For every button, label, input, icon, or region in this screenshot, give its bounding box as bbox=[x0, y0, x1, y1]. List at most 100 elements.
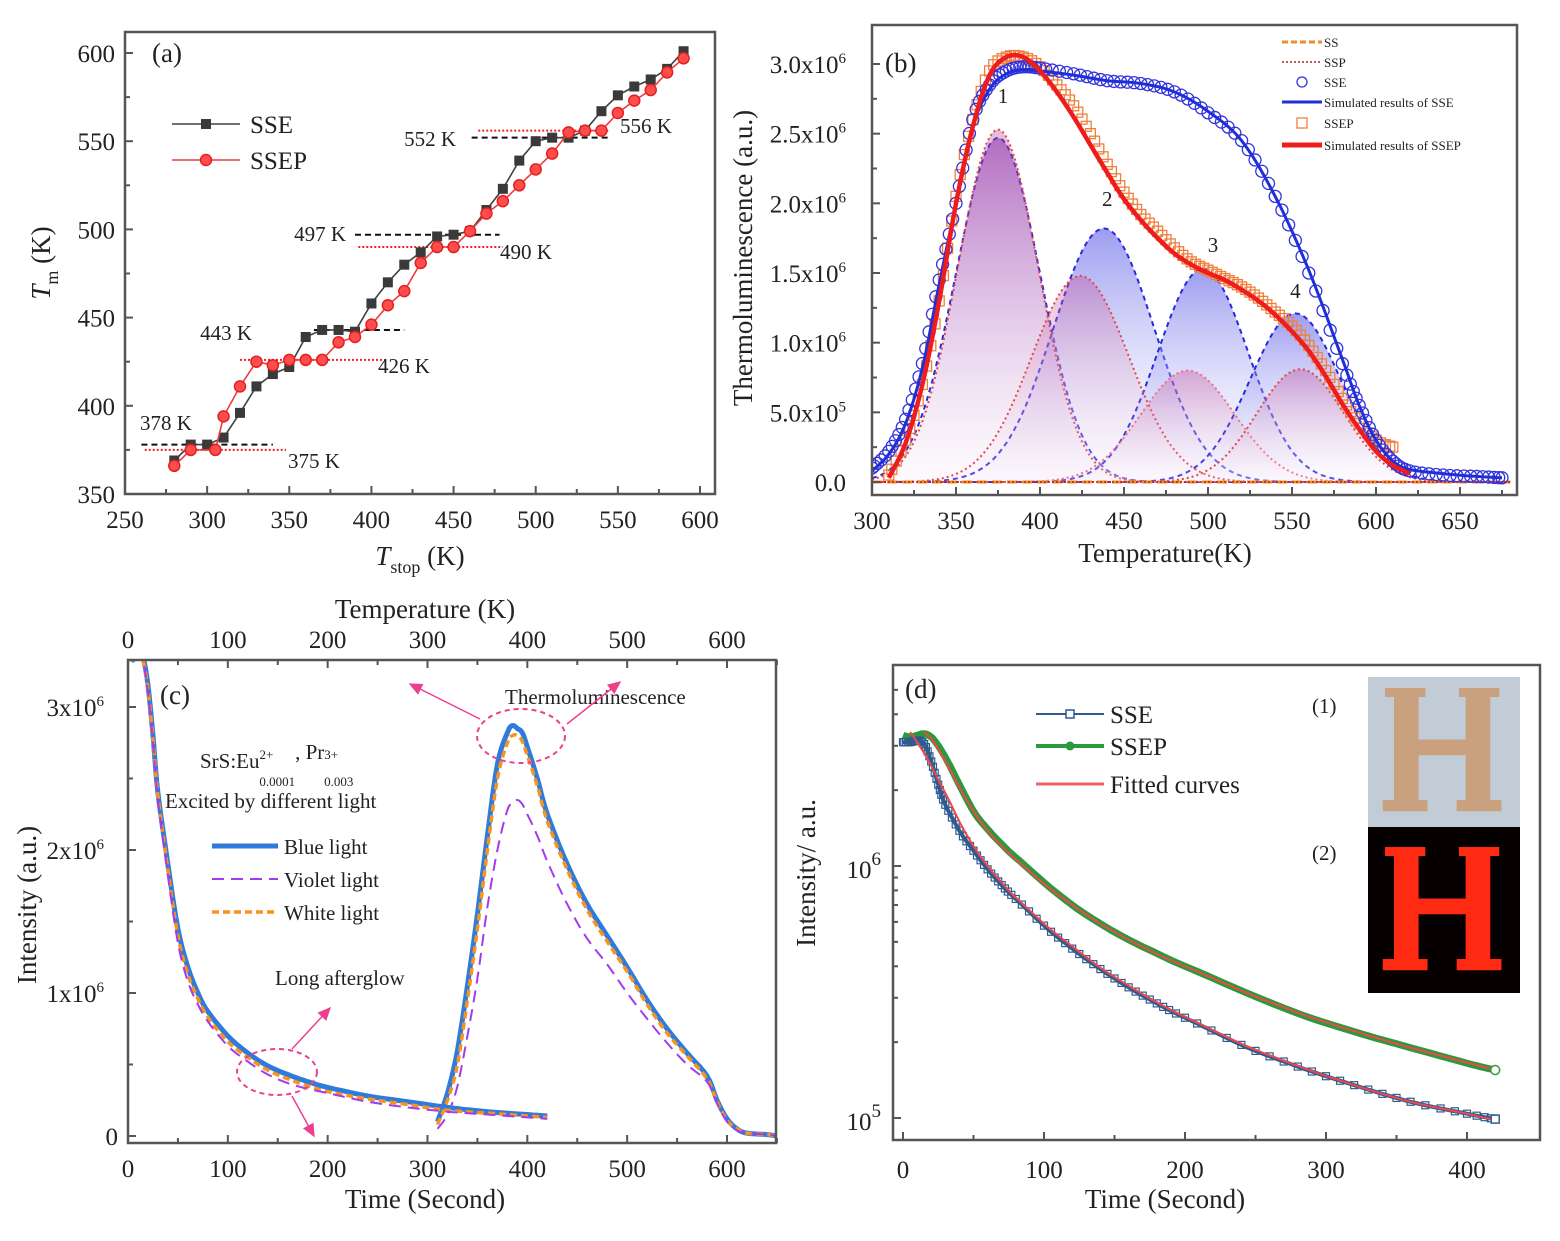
data-point bbox=[660, 66, 674, 79]
panel-label: (b) bbox=[885, 48, 916, 78]
component-fill bbox=[872, 370, 1511, 482]
reference-line-label: 497 K bbox=[294, 222, 346, 246]
sse-data-point bbox=[1194, 101, 1208, 115]
component-fill bbox=[872, 275, 1511, 482]
component-fill bbox=[872, 369, 1511, 482]
legend: SS SSP SSE Simulated results of SSE SSEP Simu… bbox=[1282, 35, 1461, 153]
legend-label: SSE bbox=[250, 112, 293, 139]
panel-a-frame bbox=[123, 30, 717, 496]
x-tick-label: 450 bbox=[1105, 508, 1143, 535]
sse-data-point bbox=[930, 768, 939, 777]
x2-tick-label: 200 bbox=[309, 627, 347, 654]
y-tick-label: 400 bbox=[78, 394, 116, 421]
x2-tick-label: 300 bbox=[409, 627, 447, 654]
reference-line-label: 426 K bbox=[378, 354, 430, 378]
y-tick-label: 2.0x106 bbox=[770, 190, 847, 218]
data-point bbox=[513, 179, 526, 192]
data-point bbox=[497, 183, 508, 194]
sse-data-point bbox=[1261, 176, 1276, 191]
sse-data-point bbox=[921, 743, 931, 752]
sse-data-point bbox=[1045, 63, 1059, 77]
sse-data-point bbox=[1174, 88, 1188, 102]
legend-swatch-marker bbox=[1065, 709, 1075, 719]
data-point bbox=[398, 284, 411, 298]
x-axis-label: Time (Second) bbox=[345, 1184, 505, 1214]
series-violet-light-temperature bbox=[436, 798, 776, 1137]
y-tick-label: 450 bbox=[78, 306, 116, 333]
x-tick-label: 550 bbox=[599, 507, 637, 534]
series-white-light-temperature bbox=[435, 733, 776, 1138]
legend-swatch bbox=[1296, 117, 1308, 129]
plot-content bbox=[872, 49, 1511, 485]
data-point bbox=[545, 147, 559, 160]
x2-tick-label: 400 bbox=[509, 627, 547, 654]
sse-data-point bbox=[937, 790, 946, 799]
x2-axis-label: Temperature (K) bbox=[335, 594, 515, 624]
sse-data-point bbox=[1011, 894, 1020, 904]
legend-swatch-marker bbox=[201, 119, 211, 129]
data-point bbox=[333, 324, 344, 335]
data-point bbox=[315, 353, 329, 367]
x-axis-label: Temperature(K) bbox=[1078, 538, 1252, 568]
data-point bbox=[678, 46, 689, 57]
sse-data-point bbox=[1281, 218, 1296, 232]
sse-data-point bbox=[1346, 384, 1360, 399]
sse-data-point bbox=[1288, 233, 1303, 247]
peak-label: 2 bbox=[1102, 187, 1113, 211]
x-tick-label: 600 bbox=[708, 1156, 746, 1183]
y-tick-label: 5.0x105 bbox=[770, 399, 846, 427]
reference-lines bbox=[141, 129, 610, 451]
x-tick-label: 100 bbox=[1025, 1157, 1063, 1184]
fitted-curve-ssep bbox=[923, 731, 1496, 1071]
sse-data-point bbox=[1241, 143, 1255, 157]
reference-line-label: 443 K bbox=[200, 321, 252, 345]
legend: SSE SSEP bbox=[172, 112, 307, 175]
data-point bbox=[332, 336, 345, 349]
legend-swatch bbox=[1296, 76, 1308, 88]
sse-data-point bbox=[1352, 398, 1366, 413]
data-point bbox=[217, 410, 230, 423]
ssep-data-point bbox=[883, 469, 895, 481]
data-point bbox=[447, 240, 460, 254]
y-tick-label: 500 bbox=[78, 217, 116, 244]
data-point bbox=[168, 459, 181, 473]
h-shape-daylight bbox=[1382, 688, 1502, 812]
y-tick-label: 550 bbox=[78, 129, 116, 156]
reference-line-label: 378 K bbox=[140, 411, 192, 435]
data-point bbox=[184, 443, 197, 457]
x-axis-label: Time (Second) bbox=[1085, 1184, 1245, 1214]
x-tick-label: 550 bbox=[1273, 508, 1311, 535]
sse-data-point bbox=[1349, 391, 1363, 405]
legend-swatch-marker bbox=[1065, 741, 1075, 751]
reference-line-label: 556 K bbox=[620, 114, 672, 138]
x2-tick-label: 100 bbox=[209, 627, 247, 654]
panel-c-afterglow-and-tl: 0 100 200 300 400 500 600 0 100 200 300 400 500 600 0 1… bbox=[12, 594, 778, 1214]
panel-b-thermoluminescence: 1 2 3 4 300 350 400 450 500 550 600 650 0.0 5.0x105 1.… bbox=[728, 23, 1519, 568]
y-axis-label: Thermoluminescence (a.u.) bbox=[728, 110, 758, 406]
x-tick-label: 0 bbox=[897, 1157, 910, 1184]
data-point bbox=[317, 324, 328, 335]
data-point bbox=[644, 83, 657, 97]
data-point bbox=[366, 298, 377, 309]
data-point bbox=[448, 229, 459, 240]
data-point bbox=[496, 194, 510, 208]
reference-line-label: 490 K bbox=[500, 240, 552, 264]
panel-b-frame bbox=[870, 23, 1519, 497]
data-point bbox=[530, 136, 541, 147]
legend: Blue light Violet light White light bbox=[212, 835, 379, 925]
x-tick-label: 200 bbox=[1166, 1157, 1204, 1184]
data-point bbox=[267, 369, 278, 380]
fitted-curve-sse bbox=[909, 731, 1496, 1122]
inset-photos: (1) (2) bbox=[1312, 677, 1520, 993]
x-axis-label: Tstop (K) bbox=[375, 541, 464, 577]
data-point bbox=[399, 259, 410, 270]
sse-data-point bbox=[1255, 164, 1269, 178]
data-point bbox=[251, 381, 262, 392]
x-tick-label: 200 bbox=[309, 1156, 347, 1183]
arrow-to-top-axis bbox=[408, 683, 481, 720]
inset-label-2: (2) bbox=[1312, 841, 1337, 865]
legend-label: Simulated results of SSEP bbox=[1324, 138, 1461, 153]
y-tick-label: 0 bbox=[106, 1124, 119, 1151]
x-tick-label: 650 bbox=[1441, 508, 1479, 535]
y-tick-label: 2.5x106 bbox=[770, 121, 847, 149]
